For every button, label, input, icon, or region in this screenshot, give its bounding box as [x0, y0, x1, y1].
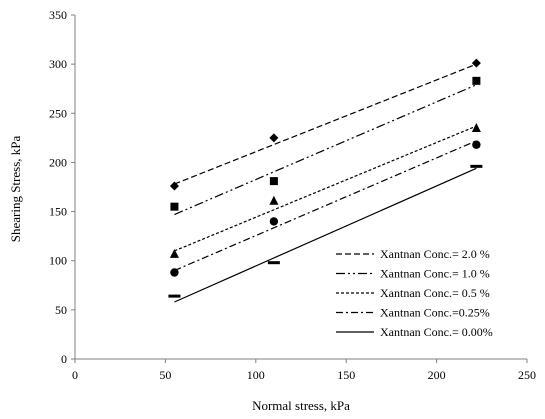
diamond-marker: [169, 181, 179, 191]
y-tick-label: 50: [55, 303, 67, 317]
legend-label-3: Xantnan Conc.= 0.5 %: [380, 286, 490, 300]
y-tick-label: 250: [49, 106, 67, 120]
circle-marker: [170, 268, 179, 277]
circle-marker: [472, 140, 481, 149]
diamond-marker: [471, 58, 481, 68]
y-tick-label: 350: [49, 8, 67, 22]
legend-label-4: Xantnan Conc.=0.25%: [380, 306, 490, 320]
x-tick-label: 250: [518, 368, 536, 382]
trend-line-1: [174, 63, 477, 185]
x-tick-label: 200: [428, 368, 446, 382]
trend-line-3: [174, 125, 477, 252]
y-tick-label: 100: [49, 254, 67, 268]
triangle-marker: [471, 123, 481, 133]
y-tick-label: 300: [49, 57, 67, 71]
x-axis-title: Normal stress, kPa: [252, 398, 350, 413]
dash-marker: [267, 261, 280, 265]
trend-line-4: [174, 140, 477, 272]
legend-label-1: Xantnan Conc.= 2.0 %: [380, 247, 490, 261]
circle-marker: [269, 217, 279, 226]
x-tick-label: 150: [337, 368, 355, 382]
trend-line-2: [174, 84, 477, 216]
x-tick-label: 50: [159, 368, 171, 382]
square-marker: [269, 177, 278, 186]
dash-marker: [168, 294, 181, 298]
x-tick-label: 0: [72, 368, 78, 382]
triangle-marker: [269, 195, 279, 205]
legend-label-5: Xantnan Conc.= 0.00%: [380, 325, 493, 339]
legend-label-2: Xantnan Conc.= 1.0 %: [380, 267, 490, 281]
square-marker: [170, 202, 179, 211]
dash-marker: [470, 164, 483, 168]
triangle-marker: [169, 248, 179, 258]
x-tick-label: 100: [247, 368, 265, 382]
y-tick-label: 150: [49, 205, 67, 219]
trend-line-5: [174, 167, 477, 303]
square-marker: [472, 76, 481, 85]
diamond-marker: [269, 133, 279, 143]
y-axis-title: Shearing Stress, kPa: [8, 136, 23, 243]
y-tick-label: 200: [49, 155, 67, 169]
y-tick-label: 0: [61, 352, 67, 366]
